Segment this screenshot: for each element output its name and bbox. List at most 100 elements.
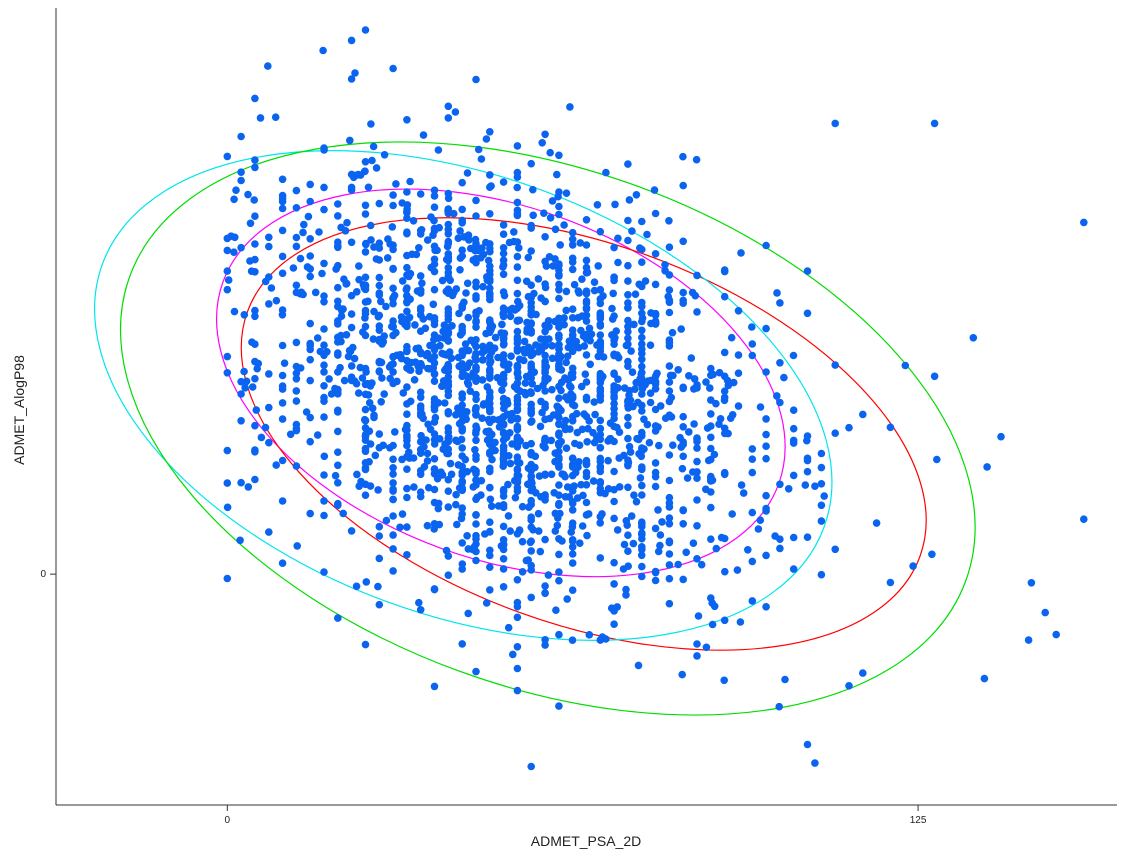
data-point <box>472 318 480 327</box>
data-point <box>444 433 453 441</box>
data-point <box>643 420 652 429</box>
data-point <box>693 457 701 466</box>
data-point <box>596 454 605 463</box>
data-point <box>677 325 685 333</box>
data-point <box>458 322 467 331</box>
data-point <box>678 464 687 473</box>
data-point <box>720 292 729 301</box>
data-point <box>278 175 287 184</box>
data-point <box>568 586 577 594</box>
data-point <box>353 288 361 296</box>
data-point <box>845 423 853 432</box>
data-point <box>292 338 301 347</box>
data-point <box>555 202 563 211</box>
data-point <box>555 481 563 489</box>
data-point <box>370 307 378 316</box>
data-point <box>375 532 384 540</box>
data-point <box>687 354 696 362</box>
data-point <box>450 209 458 218</box>
data-point <box>762 442 770 451</box>
data-point <box>789 351 798 360</box>
data-point <box>430 435 439 444</box>
data-point <box>596 286 605 294</box>
data-point <box>508 409 516 418</box>
data-point <box>901 361 910 370</box>
data-point <box>602 168 610 177</box>
data-point <box>486 495 495 504</box>
data-point <box>581 370 590 379</box>
data-point <box>611 200 619 209</box>
data-point <box>456 266 464 274</box>
data-point <box>634 661 643 670</box>
data-point <box>444 409 453 418</box>
data-point <box>527 224 535 232</box>
data-point <box>375 337 384 346</box>
data-point <box>624 261 632 270</box>
data-point <box>651 422 660 430</box>
data-point <box>555 702 563 710</box>
data-point <box>361 444 370 453</box>
data-point <box>536 547 545 556</box>
data-point <box>244 190 252 199</box>
data-point <box>568 454 577 463</box>
data-point <box>320 382 328 390</box>
data-point <box>776 535 784 543</box>
data-point <box>590 278 599 287</box>
confidence-ellipse-2 <box>240 217 927 651</box>
data-point <box>486 171 494 179</box>
data-point <box>631 290 640 299</box>
data-point <box>372 255 381 263</box>
data-point <box>527 448 535 457</box>
data-point <box>585 324 594 333</box>
data-point <box>251 421 259 430</box>
data-point <box>533 384 542 393</box>
data-point <box>665 387 674 395</box>
data-point <box>513 415 522 423</box>
data-point <box>486 374 494 382</box>
data-point <box>817 463 826 472</box>
data-point <box>622 591 630 599</box>
data-point <box>242 377 251 386</box>
data-point <box>555 351 563 360</box>
data-point <box>568 235 577 244</box>
data-point <box>371 451 380 460</box>
data-point <box>636 244 644 252</box>
data-point <box>389 567 397 575</box>
data-point <box>748 597 757 605</box>
data-point <box>411 321 419 329</box>
data-point <box>665 286 674 294</box>
data-point <box>230 195 238 204</box>
data-point <box>251 94 259 103</box>
data-point <box>651 319 660 328</box>
data-point <box>720 387 729 396</box>
data-point <box>306 272 315 281</box>
data-point <box>389 322 397 331</box>
data-point <box>682 548 690 557</box>
data-point <box>544 571 553 579</box>
data-point <box>754 525 763 533</box>
data-point <box>361 273 370 282</box>
data-point <box>551 509 560 518</box>
data-point <box>292 233 301 242</box>
data-point <box>555 413 563 422</box>
data-point <box>313 431 322 439</box>
data-point <box>337 331 345 340</box>
tick-layer: 0 125 0 <box>40 569 926 826</box>
data-point <box>638 345 646 353</box>
data-point <box>458 372 467 381</box>
data-point <box>499 420 508 428</box>
data-point <box>435 520 444 529</box>
y-axis-title: ADMET_AlogP98 <box>11 355 27 465</box>
data-point <box>347 238 356 247</box>
data-point <box>610 369 618 378</box>
data-point <box>223 574 232 583</box>
data-point <box>624 316 632 325</box>
data-point <box>375 273 384 282</box>
data-point <box>845 682 853 690</box>
data-point <box>683 474 692 482</box>
data-point <box>435 223 444 232</box>
data-point <box>389 201 397 210</box>
data-point <box>278 559 287 567</box>
data-point <box>389 545 397 553</box>
data-point <box>513 339 522 348</box>
